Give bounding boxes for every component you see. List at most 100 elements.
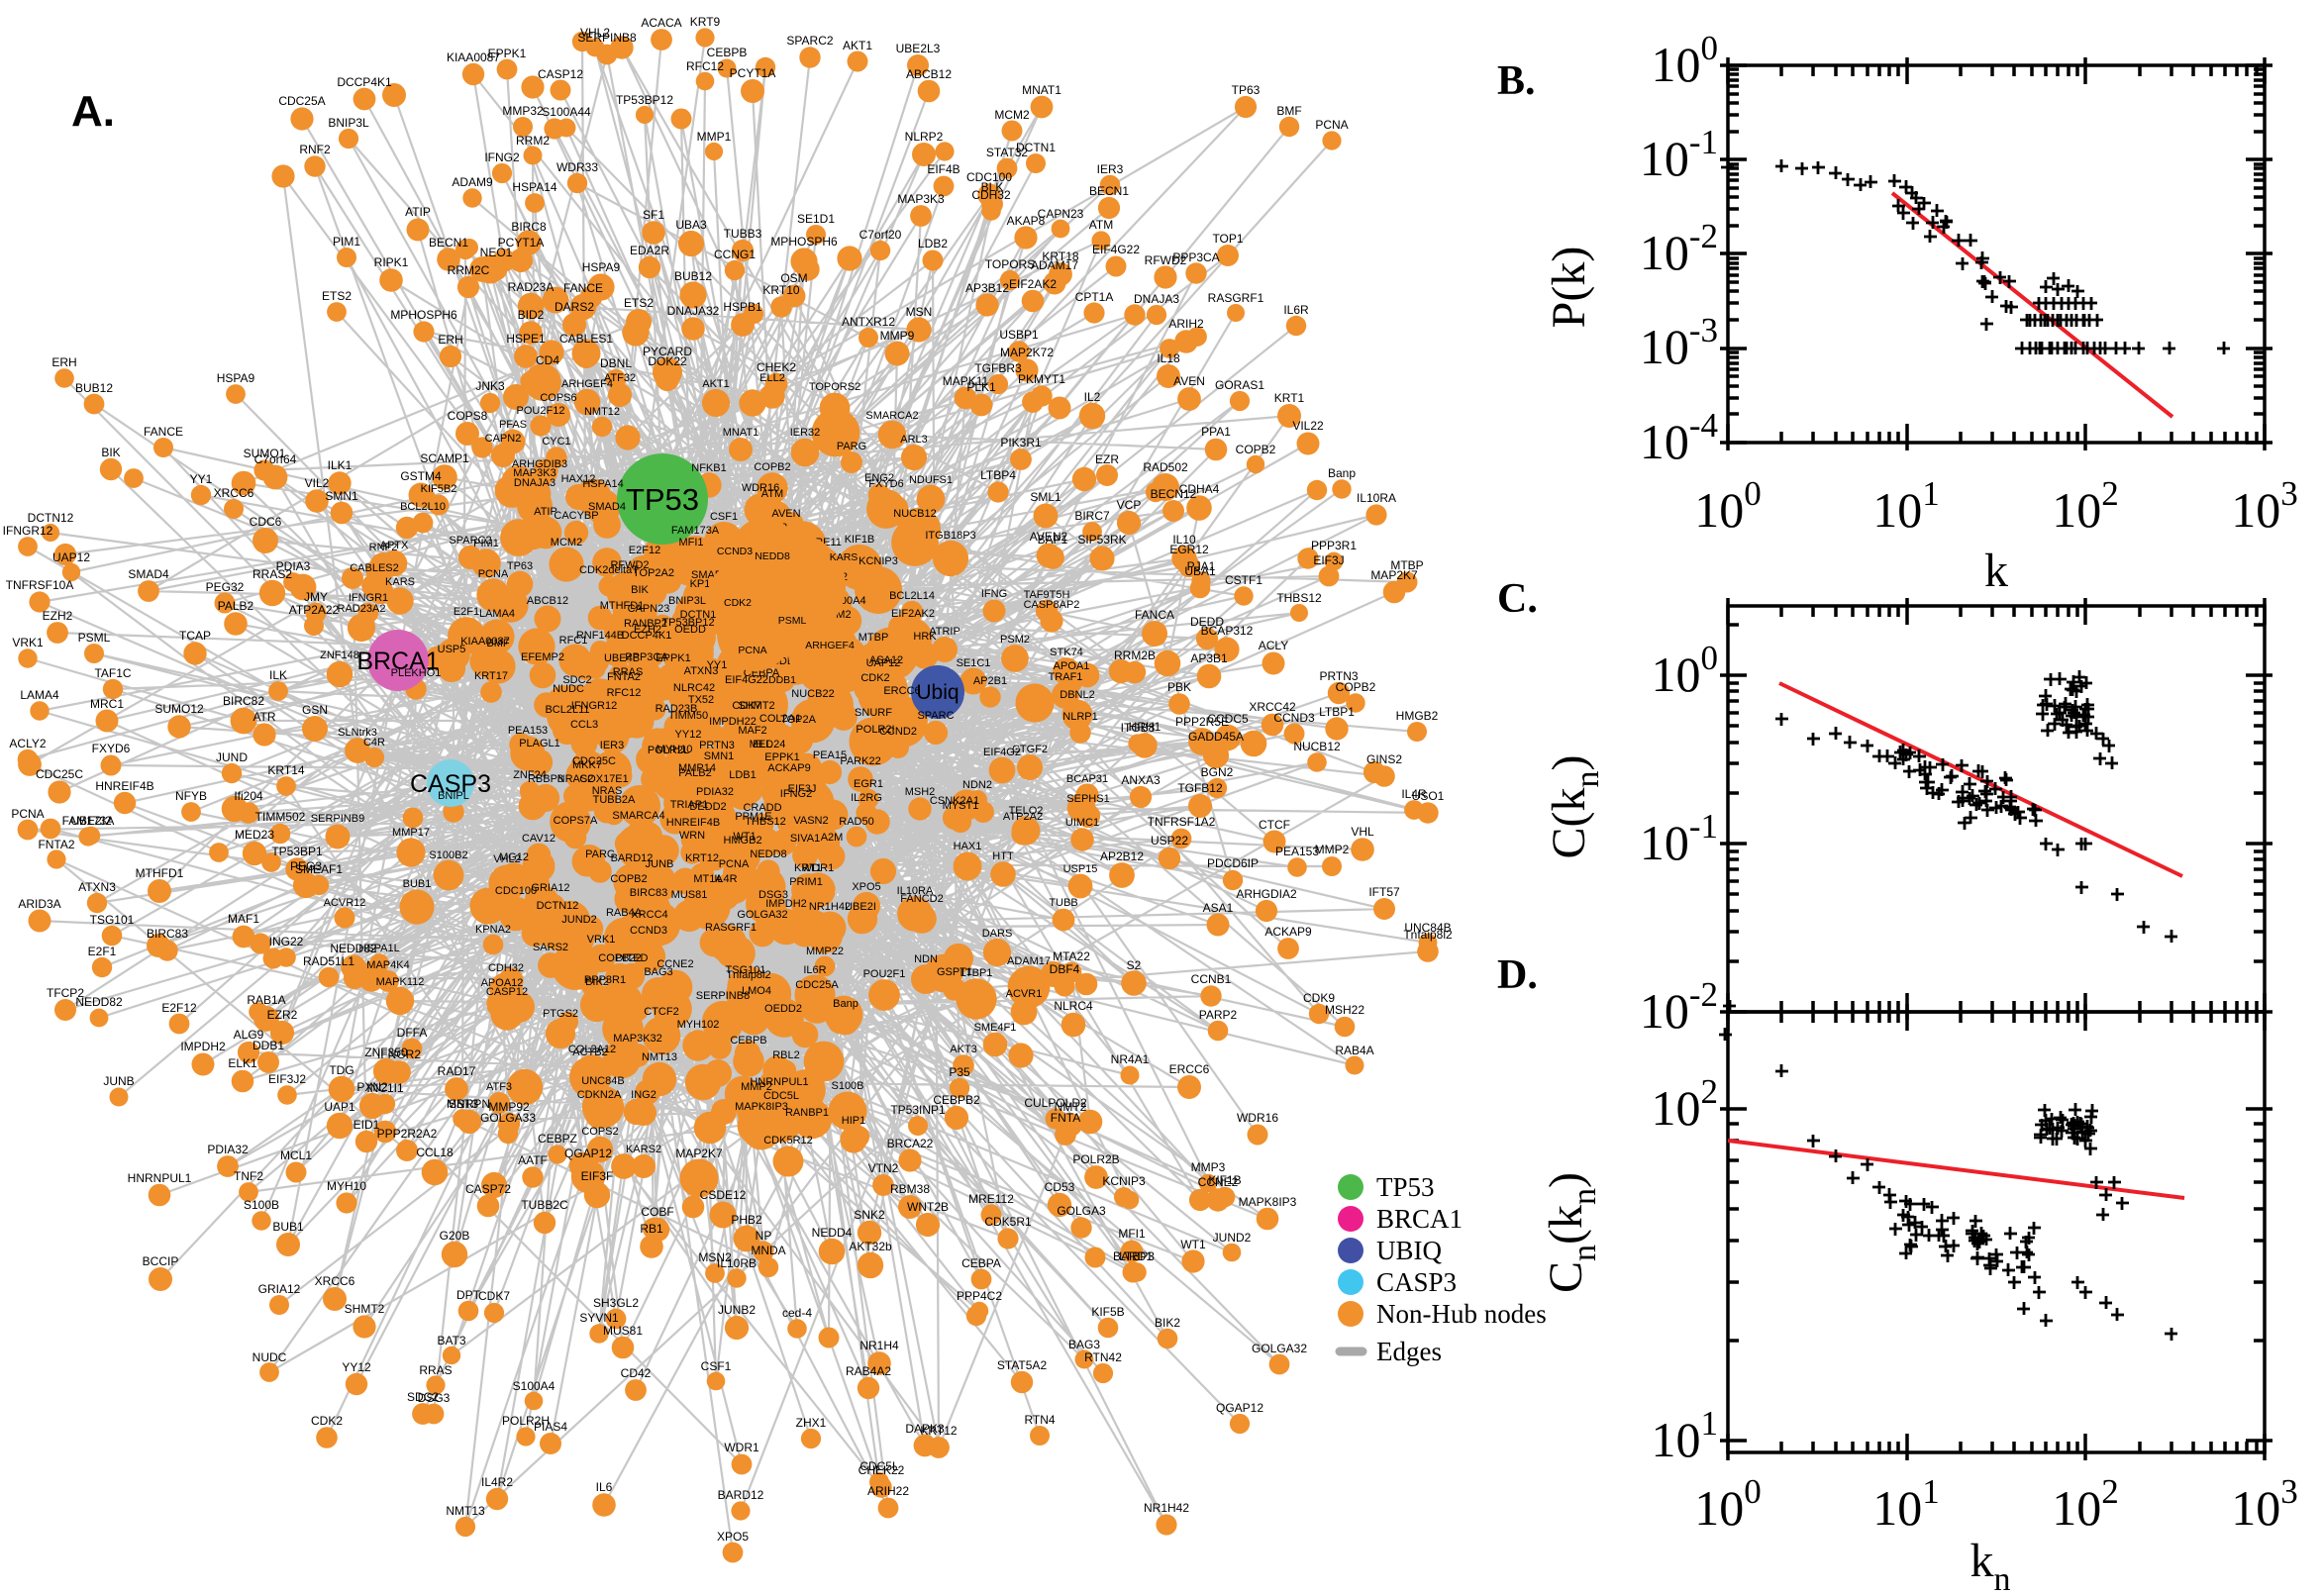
svg-text:LMO4: LMO4: [742, 985, 771, 997]
svg-text:LTBP4: LTBP4: [980, 468, 1016, 482]
svg-text:CAPN2: CAPN2: [485, 433, 522, 445]
svg-text:MST3: MST3: [447, 1097, 478, 1111]
svg-text:DBNL2: DBNL2: [1060, 689, 1094, 701]
svg-text:WDR16: WDR16: [1237, 1111, 1278, 1125]
svg-text:A.: A.: [71, 87, 115, 136]
svg-text:TAF1C: TAF1C: [94, 666, 131, 680]
svg-text:VHL2: VHL2: [580, 26, 610, 40]
svg-text:EIF4B: EIF4B: [927, 162, 960, 176]
svg-text:IMPDH2: IMPDH2: [180, 1040, 226, 1053]
svg-text:HAX12: HAX12: [561, 473, 596, 485]
svg-text:MMP17: MMP17: [392, 827, 430, 839]
svg-text:MTHFD1: MTHFD1: [600, 600, 645, 612]
svg-text:RBBP8: RBBP8: [528, 773, 563, 785]
svg-text:BUB1: BUB1: [403, 878, 432, 890]
svg-text:TP53BP12: TP53BP12: [661, 617, 714, 629]
svg-text:UAP12: UAP12: [52, 550, 90, 564]
svg-text:UBE2I: UBE2I: [845, 901, 876, 913]
svg-text:BRCA22: BRCA22: [887, 1137, 934, 1150]
svg-text:EGR1: EGR1: [854, 778, 883, 790]
svg-text:PDCD6IP: PDCD6IP: [1207, 856, 1259, 870]
svg-text:IMPDH22: IMPDH22: [709, 716, 757, 728]
svg-text:S100A44: S100A44: [542, 105, 591, 119]
svg-text:IFNG2: IFNG2: [780, 788, 812, 800]
svg-text:PPP3CA: PPP3CA: [625, 651, 668, 663]
svg-text:KIF5B2: KIF5B2: [421, 483, 457, 495]
svg-text:NFKB1: NFKB1: [691, 462, 726, 474]
svg-text:EZH2: EZH2: [634, 624, 661, 636]
svg-text:TOP2A2: TOP2A2: [633, 567, 674, 579]
svg-text:BCL2L14: BCL2L14: [889, 590, 935, 602]
svg-text:CDH32: CDH32: [488, 962, 524, 974]
svg-text:ATR: ATR: [252, 710, 275, 724]
svg-text:KARS2: KARS2: [626, 1144, 661, 1155]
svg-text:OEDD: OEDD: [674, 624, 706, 636]
svg-text:POLR2B: POLR2B: [1072, 1152, 1119, 1166]
svg-text:SEPHS1: SEPHS1: [1066, 793, 1109, 805]
svg-text:CDK9: CDK9: [1303, 991, 1335, 1005]
svg-text:BIRC7: BIRC7: [1074, 509, 1110, 523]
svg-text:PCNA: PCNA: [11, 807, 44, 821]
svg-text:RANBP1: RANBP1: [785, 1107, 829, 1119]
svg-text:AVEN: AVEN: [1173, 374, 1205, 388]
svg-text:NMT2: NMT2: [1055, 1100, 1087, 1114]
svg-text:MUS81: MUS81: [671, 889, 708, 901]
svg-text:FAM173A: FAM173A: [62, 814, 115, 828]
svg-text:CDK2: CDK2: [724, 597, 752, 609]
svg-text:CEBPA: CEBPA: [961, 1256, 1001, 1270]
svg-text:TOPORS: TOPORS: [985, 257, 1035, 271]
svg-text:DNAJA3: DNAJA3: [1134, 292, 1179, 306]
svg-text:ATP2A2: ATP2A2: [1003, 811, 1043, 823]
svg-text:PCNA: PCNA: [1315, 118, 1348, 132]
svg-text:CDC25C: CDC25C: [36, 767, 83, 781]
svg-text:NEDD8: NEDD8: [755, 550, 790, 562]
svg-text:WRN: WRN: [679, 830, 705, 842]
svg-text:AVEN2: AVEN2: [1030, 530, 1068, 544]
svg-text:TRIAP1: TRIAP1: [670, 799, 709, 811]
svg-text:COX17E1: COX17E1: [579, 773, 629, 785]
svg-text:WNT2B: WNT2B: [907, 1200, 949, 1214]
svg-text:RIPK1: RIPK1: [374, 255, 409, 269]
svg-text:FXYD6: FXYD6: [868, 478, 903, 490]
svg-text:AP2B1: AP2B1: [973, 675, 1007, 687]
svg-text:XRCC42: XRCC42: [1249, 700, 1296, 714]
svg-text:SHMT2: SHMT2: [345, 1302, 385, 1316]
svg-text:SMARCA2: SMARCA2: [865, 410, 918, 422]
svg-text:LDB1: LDB1: [729, 769, 757, 781]
svg-text:PDIA3: PDIA3: [276, 559, 311, 573]
svg-text:FANCE: FANCE: [144, 425, 183, 439]
svg-text:ABCB12: ABCB12: [527, 595, 568, 607]
svg-text:CASP12: CASP12: [538, 67, 583, 81]
svg-text:G20B: G20B: [440, 1229, 470, 1243]
svg-text:PIK3R1: PIK3R1: [1000, 436, 1042, 449]
svg-text:SMAD4: SMAD4: [128, 567, 169, 581]
svg-text:PIM1: PIM1: [473, 538, 499, 549]
svg-text:NMT13: NMT13: [642, 1051, 677, 1063]
svg-text:NUCB22: NUCB22: [791, 688, 834, 700]
svg-text:POLR2L: POLR2L: [648, 745, 689, 756]
svg-text:CEBPB2: CEBPB2: [933, 1093, 980, 1107]
svg-text:JUND2: JUND2: [561, 914, 596, 926]
svg-text:HNREIF4B: HNREIF4B: [666, 817, 720, 829]
svg-text:AP2B12: AP2B12: [1100, 849, 1144, 863]
svg-text:PPP4C2: PPP4C2: [957, 1289, 1002, 1303]
svg-text:KPNA2: KPNA2: [475, 924, 511, 936]
svg-text:NUDC: NUDC: [252, 1350, 287, 1364]
svg-text:DSG3: DSG3: [758, 889, 788, 901]
svg-text:HAX1: HAX1: [954, 841, 982, 852]
svg-text:BIRC82: BIRC82: [223, 694, 264, 708]
svg-text:SHMT2: SHMT2: [738, 700, 774, 712]
svg-text:BCL2L11: BCL2L11: [545, 704, 589, 716]
svg-text:MMP32: MMP32: [502, 104, 544, 118]
svg-text:SCAMP1: SCAMP1: [420, 451, 469, 465]
svg-text:PPA1: PPA1: [1201, 425, 1231, 439]
svg-text:CABLES2: CABLES2: [350, 562, 399, 574]
svg-text:HSPA14: HSPA14: [582, 478, 623, 490]
svg-text:COPB2: COPB2: [1236, 443, 1276, 456]
svg-text:KRT9: KRT9: [690, 15, 721, 29]
svg-text:DCTN12: DCTN12: [537, 900, 579, 912]
svg-text:SLNtrk3: SLNtrk3: [338, 727, 377, 739]
svg-text:WT1: WT1: [733, 831, 756, 843]
svg-text:UNC84B: UNC84B: [1404, 921, 1451, 935]
svg-text:MFI1: MFI1: [1118, 1227, 1146, 1241]
